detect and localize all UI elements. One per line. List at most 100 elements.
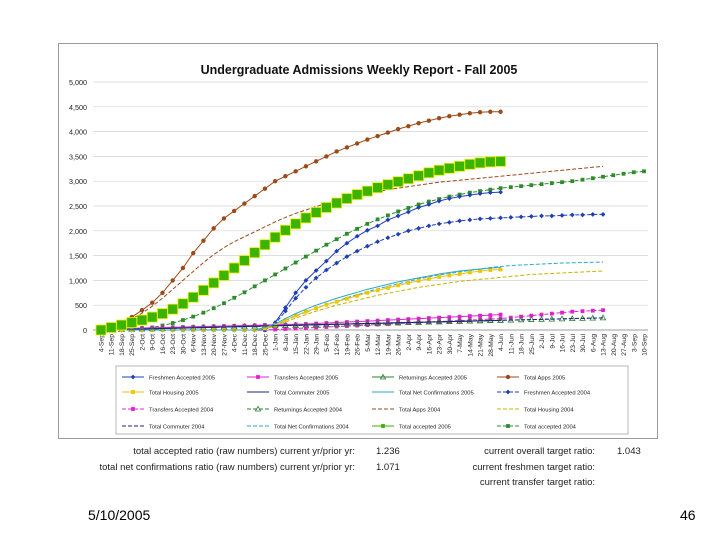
data-point — [569, 212, 575, 218]
data-point — [447, 114, 452, 119]
data-point — [252, 284, 257, 289]
data-point — [283, 174, 288, 179]
data-point — [252, 323, 257, 328]
data-point — [590, 308, 595, 313]
x-tick-label: 16-Apr — [426, 333, 433, 354]
data-point — [139, 307, 145, 313]
data-point — [385, 285, 390, 290]
data-point — [381, 424, 385, 428]
data-point — [611, 173, 616, 178]
data-point — [396, 321, 401, 326]
x-tick-label: 21-May — [478, 333, 485, 356]
x-tick-label: 14-May — [467, 333, 474, 356]
data-point — [478, 189, 482, 194]
y-axis-ticks: 0 500 1,000 1,500 2,000 2,500 3,000 3,500 4,000 4… — [69, 78, 87, 335]
data-point — [334, 320, 339, 325]
x-tick-label: 10-Sep — [642, 334, 649, 356]
data-point — [201, 310, 206, 315]
data-point — [256, 375, 260, 379]
data-point — [355, 293, 360, 298]
legend-item: Transfers Accepted 2005 — [247, 375, 338, 382]
stat-value: 1.071 — [376, 462, 400, 473]
series-lines — [95, 109, 646, 336]
data-point — [263, 278, 267, 283]
data-point — [467, 314, 472, 319]
data-point — [187, 291, 199, 303]
data-point — [293, 290, 299, 296]
data-point — [293, 169, 298, 174]
data-point — [437, 315, 441, 320]
data-point — [601, 174, 605, 179]
data-point — [310, 207, 322, 218]
data-point — [303, 284, 309, 290]
data-point — [314, 325, 319, 330]
data-point — [488, 268, 493, 272]
x-tick-label: 26-Feb — [355, 334, 362, 356]
data-point — [478, 313, 482, 318]
series-line — [101, 267, 501, 331]
data-point — [467, 190, 472, 195]
legend-label: Total accepted 2004 — [524, 425, 577, 431]
data-point — [642, 169, 646, 174]
data-point — [457, 194, 462, 199]
y-tick-label: 3,000 — [69, 177, 87, 186]
data-point — [498, 312, 503, 317]
data-point — [293, 322, 298, 327]
data-point — [508, 215, 514, 220]
data-point — [426, 316, 431, 320]
data-point — [324, 154, 329, 159]
data-point — [488, 313, 493, 318]
gridlines — [93, 81, 648, 331]
data-point — [580, 309, 585, 314]
data-point — [304, 254, 308, 259]
data-point — [457, 314, 462, 319]
data-point — [498, 267, 503, 272]
data-point — [283, 327, 288, 331]
x-tick-label: 11-Jun — [508, 334, 515, 354]
x-tick-label: 22-Jan — [303, 334, 310, 355]
series-line — [100, 319, 501, 331]
data-point — [498, 109, 503, 114]
data-point — [498, 215, 503, 221]
data-point — [478, 269, 482, 273]
x-tick-label: 27-Aug — [621, 334, 628, 356]
data-point — [518, 214, 524, 220]
series-total-commuter-2005 — [100, 319, 501, 331]
data-point — [191, 324, 196, 329]
x-tick-label: 23-Apr — [437, 333, 444, 354]
data-point — [506, 424, 510, 428]
series-total-net-confirmations-2005 — [101, 267, 501, 331]
data-point — [324, 321, 329, 325]
x-tick-label: 20-Nov — [211, 333, 218, 356]
legend-label: Freshmen Accepted 2004 — [524, 391, 591, 397]
legend-item: Total Housing 2004 — [497, 408, 574, 414]
data-point — [395, 231, 401, 237]
data-point — [467, 217, 473, 223]
data-point — [446, 219, 452, 225]
data-point — [140, 326, 144, 330]
x-tick-label: 11-Sep — [109, 334, 116, 356]
x-tick-label: 13-Nov — [201, 333, 208, 356]
data-point — [375, 223, 381, 229]
data-point — [580, 212, 585, 218]
x-tick-label: 9-Oct — [150, 334, 157, 351]
data-point — [157, 308, 168, 320]
data-point — [354, 233, 360, 239]
data-point — [323, 258, 329, 264]
x-tick-label: 4-Jun — [498, 334, 505, 351]
data-point — [484, 156, 496, 168]
data-point — [396, 283, 401, 288]
data-point — [334, 149, 339, 154]
legend-item: Total Net Confirmations 2005 — [372, 391, 474, 397]
stat-label: total accepted ratio (raw numbers) curre… — [133, 446, 355, 457]
data-point — [293, 326, 298, 331]
data-point — [488, 187, 493, 192]
data-point — [262, 186, 268, 191]
data-point — [560, 310, 564, 315]
legend-label: Transfers Accepted 2004 — [149, 408, 214, 414]
data-point — [334, 299, 339, 304]
data-point — [324, 302, 329, 307]
legend-item: Total Commuter 2004 — [122, 425, 205, 431]
data-point — [177, 298, 189, 310]
data-point — [365, 137, 370, 142]
